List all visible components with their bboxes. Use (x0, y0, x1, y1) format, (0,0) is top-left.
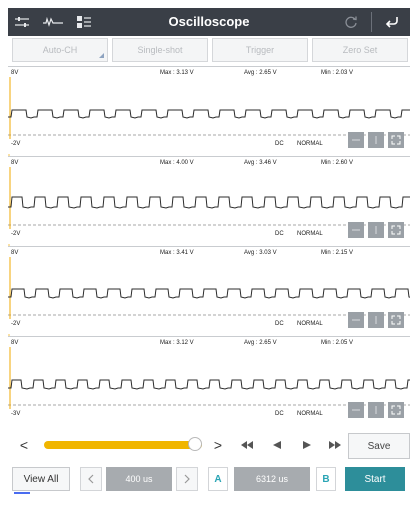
min-readout: Min : 2.03 V (321, 70, 354, 76)
scale-high: 8V (11, 70, 19, 76)
bottom-toolbar: View All 400 us A 6312 us B Start (8, 464, 410, 494)
header-divider (371, 12, 372, 32)
zero-set-button[interactable]: Zero Set (312, 38, 408, 62)
chevron-left-icon (88, 474, 94, 484)
mode-buttons: Auto-CH Single-shot Trigger Zero Set (12, 38, 408, 62)
timeline-slider[interactable] (44, 441, 202, 449)
time-base-value: 400 us (106, 467, 172, 491)
coupling-label: DC (275, 231, 284, 237)
channel-area: 8V Max : 3.13 V Avg : 2.65 V Min : 2.03 … (8, 66, 410, 424)
scale-down-icon[interactable] (348, 132, 364, 148)
expand-icon[interactable] (388, 132, 404, 148)
scale-low: -2V (11, 321, 21, 327)
back-icon[interactable] (378, 8, 406, 36)
min-readout: Min : 2.60 V (321, 160, 354, 166)
channel-panel-3[interactable]: 8V Max : 3.41 V Avg : 3.03 V Min : 2.15 … (8, 246, 410, 334)
channel-marker-bar (8, 66, 10, 422)
mode-label: NORMAL (297, 231, 323, 237)
scroll-left-button[interactable]: < (19, 437, 29, 453)
mode-label: NORMAL (297, 411, 323, 417)
scale-high: 8V (11, 340, 19, 346)
scale-low: -3V (11, 411, 21, 417)
max-readout: Max : 4.00 V (160, 160, 194, 166)
auto-ch-label: Auto-CH (42, 45, 78, 55)
dropdown-corner-icon (99, 53, 104, 58)
scale-down-icon[interactable] (348, 402, 364, 418)
scale-up-icon[interactable] (368, 312, 384, 328)
scale-down-icon[interactable] (348, 222, 364, 238)
playback-bar: < > Save (8, 430, 410, 460)
min-readout: Min : 2.15 V (321, 250, 354, 256)
expand-icon[interactable] (388, 312, 404, 328)
expand-icon[interactable] (388, 222, 404, 238)
time-decrease-button[interactable] (80, 467, 102, 491)
zero-set-label: Zero Set (342, 45, 378, 55)
marker-a-button[interactable]: A (208, 467, 228, 491)
scale-up-icon[interactable] (368, 402, 384, 418)
coupling-label: DC (275, 141, 284, 147)
max-readout: Max : 3.12 V (160, 340, 194, 346)
step-forward-icon[interactable] (296, 436, 318, 454)
scale-high: 8V (11, 160, 19, 166)
trigger-label: Trigger (245, 45, 275, 55)
coupling-label: DC (275, 411, 284, 417)
single-shot-label: Single-shot (137, 45, 183, 55)
max-readout: Max : 3.13 V (160, 70, 194, 76)
avg-readout: Avg : 2.65 V (244, 70, 277, 76)
channel-panel-1[interactable]: 8V Max : 3.13 V Avg : 2.65 V Min : 2.03 … (8, 66, 410, 154)
marker-b-button[interactable]: B (316, 467, 336, 491)
coupling-label: DC (275, 321, 284, 327)
scale-low: -2V (11, 231, 21, 237)
step-back-icon[interactable] (266, 436, 288, 454)
scale-low: -2V (11, 141, 21, 147)
avg-readout: Avg : 3.46 V (244, 160, 277, 166)
scroll-right-button[interactable]: > (213, 437, 223, 453)
max-readout: Max : 3.41 V (160, 250, 194, 256)
auto-ch-button[interactable]: Auto-CH (12, 38, 108, 62)
timeline-slider-handle[interactable] (188, 437, 202, 451)
save-button[interactable]: Save (348, 433, 410, 459)
waveform-trace-4 (8, 347, 410, 409)
time-increase-button[interactable] (176, 467, 198, 491)
cursor-time-value: 6312 us (234, 467, 310, 491)
avg-readout: Avg : 2.65 V (244, 340, 277, 346)
rewind-icon[interactable] (236, 436, 258, 454)
start-button[interactable]: Start (345, 467, 405, 491)
view-all-button[interactable]: View All (12, 467, 70, 491)
min-readout: Min : 2.05 V (321, 340, 354, 346)
waveform-trace-3 (8, 257, 410, 319)
channel-panel-4[interactable]: 8V Max : 3.12 V Avg : 2.65 V Min : 2.05 … (8, 336, 410, 424)
mode-label: NORMAL (297, 321, 323, 327)
waveform-icon[interactable] (36, 8, 70, 36)
avg-readout: Avg : 3.03 V (244, 250, 277, 256)
waveform-trace-1 (8, 77, 410, 139)
focus-indicator (14, 492, 30, 494)
header-bar: Oscilloscope (8, 8, 410, 36)
refresh-icon[interactable] (337, 8, 365, 36)
sliders-icon[interactable] (8, 8, 36, 36)
expand-icon[interactable] (388, 402, 404, 418)
channel-panel-2[interactable]: 8V Max : 4.00 V Avg : 3.46 V Min : 2.60 … (8, 156, 410, 244)
trigger-button[interactable]: Trigger (212, 38, 308, 62)
scale-high: 8V (11, 250, 19, 256)
mode-label: NORMAL (297, 141, 323, 147)
scale-up-icon[interactable] (368, 222, 384, 238)
chevron-right-icon (184, 474, 190, 484)
scale-up-icon[interactable] (368, 132, 384, 148)
waveform-trace-2 (8, 167, 410, 229)
scale-down-icon[interactable] (348, 312, 364, 328)
channel-list-icon[interactable] (70, 8, 98, 36)
single-shot-button[interactable]: Single-shot (112, 38, 208, 62)
fast-forward-icon[interactable] (324, 436, 346, 454)
